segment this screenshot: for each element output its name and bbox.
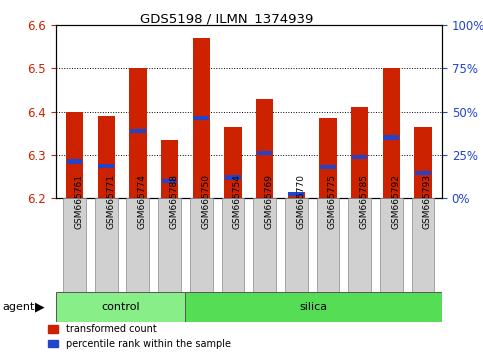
Bar <box>257 150 272 155</box>
Legend: transformed count, percentile rank within the sample: transformed count, percentile rank withi… <box>48 324 231 349</box>
Bar <box>66 112 83 198</box>
Bar <box>130 129 146 133</box>
Text: GSM665793: GSM665793 <box>423 175 432 229</box>
Bar <box>383 68 400 198</box>
Text: GSM665750: GSM665750 <box>201 175 210 229</box>
Bar <box>320 165 336 169</box>
FancyBboxPatch shape <box>185 292 442 322</box>
Bar <box>415 171 431 175</box>
FancyBboxPatch shape <box>190 198 213 292</box>
Bar <box>129 68 147 198</box>
Bar <box>162 179 177 183</box>
Text: GSM665770: GSM665770 <box>296 175 305 229</box>
FancyBboxPatch shape <box>412 198 434 292</box>
Bar <box>99 164 114 168</box>
FancyBboxPatch shape <box>348 198 371 292</box>
FancyBboxPatch shape <box>253 198 276 292</box>
Text: GSM665788: GSM665788 <box>170 175 179 229</box>
Text: GDS5198 / ILMN_1374939: GDS5198 / ILMN_1374939 <box>141 12 313 25</box>
Bar <box>67 159 83 164</box>
Text: control: control <box>101 302 140 312</box>
FancyBboxPatch shape <box>222 198 244 292</box>
Bar <box>288 192 304 196</box>
Text: GSM665785: GSM665785 <box>360 175 369 229</box>
Bar <box>352 155 368 159</box>
Text: GSM665774: GSM665774 <box>138 175 147 229</box>
FancyBboxPatch shape <box>56 292 185 322</box>
Bar <box>98 116 115 198</box>
Text: GSM665792: GSM665792 <box>391 175 400 229</box>
Bar <box>224 127 242 198</box>
Bar <box>256 98 273 198</box>
Text: GSM665754: GSM665754 <box>233 175 242 229</box>
Bar <box>414 127 432 198</box>
Bar <box>287 192 305 198</box>
Bar <box>193 116 209 120</box>
Text: agent: agent <box>2 302 35 312</box>
FancyBboxPatch shape <box>380 198 403 292</box>
FancyBboxPatch shape <box>95 198 118 292</box>
Bar <box>319 118 337 198</box>
Bar <box>225 175 241 179</box>
Text: GSM665775: GSM665775 <box>328 175 337 229</box>
Bar <box>161 140 178 198</box>
FancyBboxPatch shape <box>158 198 181 292</box>
Text: ▶: ▶ <box>35 301 45 314</box>
FancyBboxPatch shape <box>316 198 340 292</box>
FancyBboxPatch shape <box>285 198 308 292</box>
Text: silica: silica <box>299 302 328 312</box>
Text: GSM665769: GSM665769 <box>265 175 273 229</box>
FancyBboxPatch shape <box>127 198 149 292</box>
Text: GSM665771: GSM665771 <box>106 175 115 229</box>
Bar <box>384 135 399 140</box>
Bar <box>193 38 210 198</box>
Text: GSM665761: GSM665761 <box>74 175 84 229</box>
Bar <box>351 107 369 198</box>
FancyBboxPatch shape <box>63 198 86 292</box>
